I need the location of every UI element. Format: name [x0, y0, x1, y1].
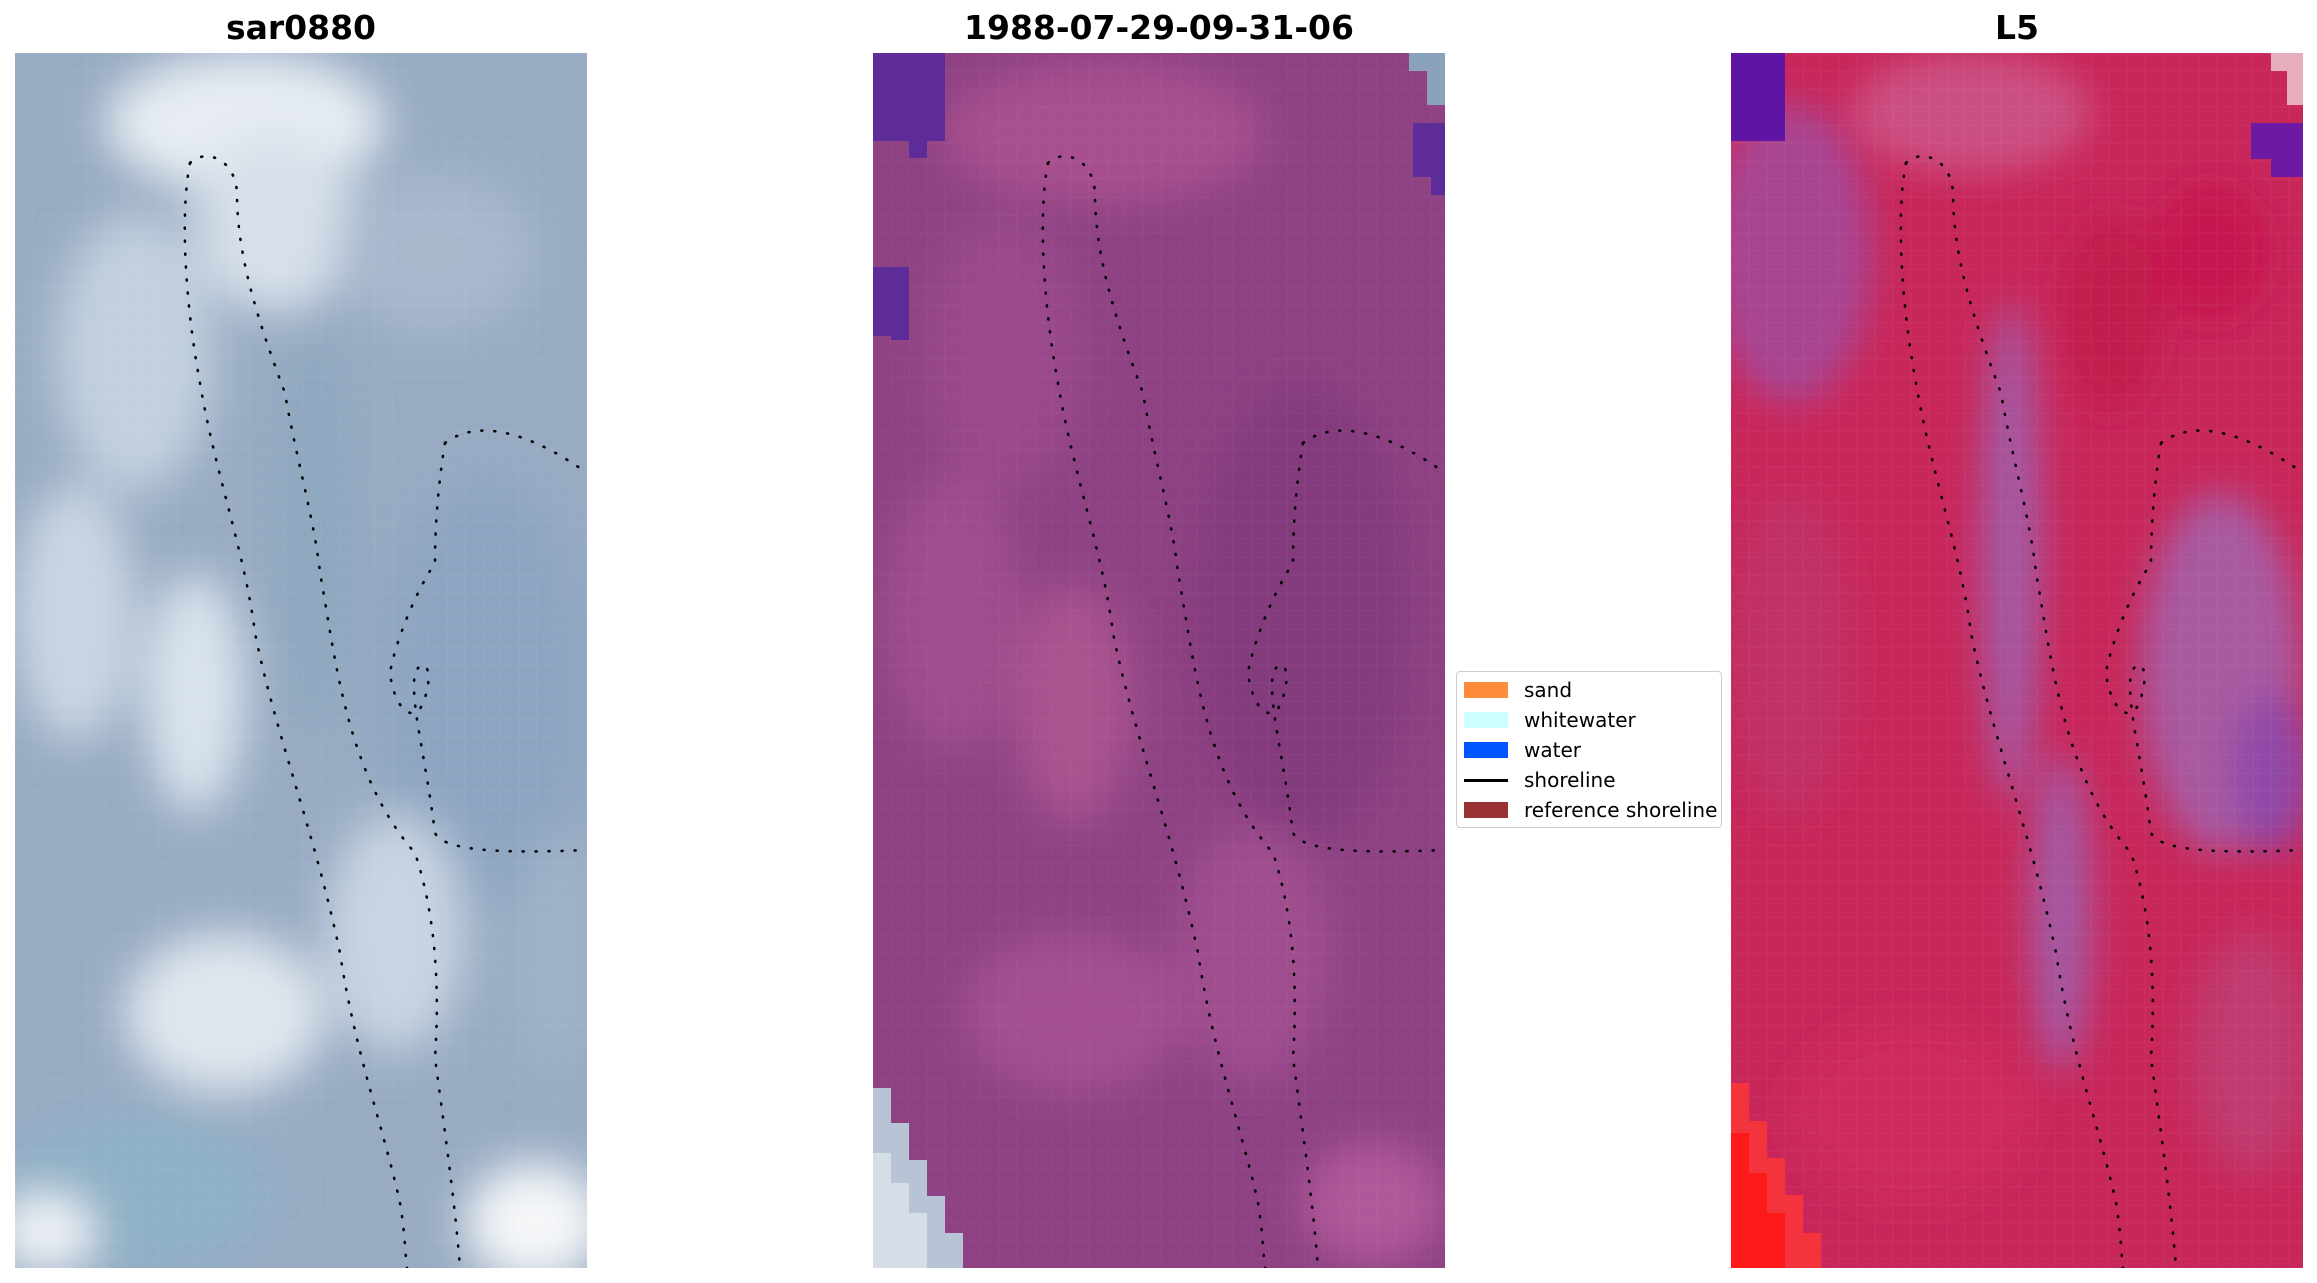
legend-label-reference-shoreline: reference shoreline [1524, 798, 1718, 822]
legend-label-whitewater: whitewater [1524, 708, 1636, 732]
shoreline-line [1464, 778, 1508, 782]
classification-panel: 1988-07-29-09-31-06 [873, 0, 1445, 1283]
legend: sand whitewater water shoreline referenc… [1456, 671, 1722, 828]
water-swatch [1464, 742, 1508, 758]
legend-label-sand: sand [1524, 678, 1573, 702]
legend-item-shoreline: shoreline [1464, 768, 1616, 792]
legend-item-sand: sand [1464, 678, 1572, 702]
legend-item-water: water [1464, 738, 1581, 762]
rgb-panel: sar0880 [15, 0, 587, 1283]
reference-shoreline-swatch [1464, 802, 1508, 818]
rgb-image [15, 53, 587, 1268]
legend-item-whitewater: whitewater [1464, 708, 1636, 732]
classification-image [873, 53, 1445, 1268]
index-panel: L5 [1731, 0, 2303, 1283]
whitewater-swatch [1464, 712, 1508, 728]
panel-title-index: L5 [1995, 8, 2039, 47]
legend-item-reference-shoreline: reference shoreline [1464, 798, 1717, 822]
index-image [1731, 53, 2303, 1268]
sand-swatch [1464, 682, 1508, 698]
classification-image-svg [873, 53, 1445, 1268]
legend-label-shoreline: shoreline [1524, 768, 1616, 792]
legend-label-water: water [1524, 738, 1581, 762]
index-image-svg [1731, 53, 2303, 1268]
rgb-image-svg [15, 53, 587, 1268]
panel-title-classification: 1988-07-29-09-31-06 [964, 8, 1354, 47]
panel-title-rgb: sar0880 [225, 8, 377, 47]
